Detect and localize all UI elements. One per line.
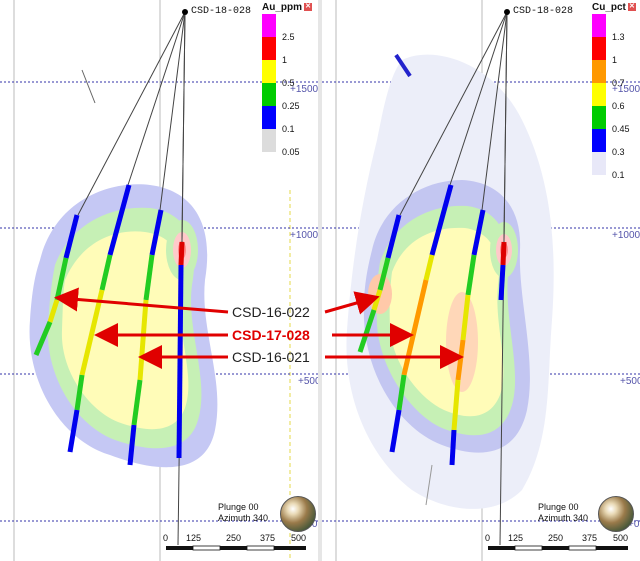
legend-swatch <box>592 14 606 37</box>
drill-hole-csd-18-028[interactable] <box>498 241 507 301</box>
orientation-globe-icon[interactable] <box>598 496 634 532</box>
legend-swatch <box>262 14 276 37</box>
elevation-label-500: +500 <box>298 376 318 387</box>
legend-swatch <box>262 37 276 60</box>
au-grade-shell <box>29 184 218 468</box>
view-orientation: Plunge 00 Azimuth 340 <box>218 502 268 524</box>
legend-value: 0.7 <box>612 78 625 88</box>
scale-tick-label: 250 <box>226 533 242 543</box>
collar-marker <box>182 9 188 15</box>
legend-swatch <box>592 83 606 106</box>
scale-bar-segments <box>166 545 306 551</box>
elevation-label-1000: +1000 <box>290 230 318 241</box>
legend-value: 0.5 <box>282 78 295 88</box>
callout-csd-16-021: CSD-16-021 <box>232 349 310 365</box>
scale-tick-label: 125 <box>508 533 524 543</box>
cu-legend[interactable]: Cu_pct ✕ 1.3 1 0.7 0.6 0.45 0.3 0.1 <box>592 2 640 180</box>
plunge-readout: Plunge 00 <box>218 502 259 512</box>
panel-divider <box>318 0 322 561</box>
legend-value: 0.45 <box>612 124 630 134</box>
legend-swatch <box>262 129 276 152</box>
orientation-globe-icon[interactable] <box>280 496 316 532</box>
scale-tick-label: 125 <box>186 533 202 543</box>
scale-tick-label: 500 <box>613 533 629 543</box>
legend-title: Cu_pct <box>592 2 626 13</box>
legend-value: 0.1 <box>612 170 625 180</box>
scale-tick-label: 500 <box>291 533 307 543</box>
legend-value: 2.5 <box>282 32 295 42</box>
collar-marker <box>504 9 510 15</box>
scale-tick-label: 0 <box>485 533 491 543</box>
elevation-label-1500: +1500 <box>612 84 640 95</box>
legend-close-icon[interactable]: ✕ <box>304 3 312 12</box>
legend-close-icon[interactable]: ✕ <box>627 3 636 12</box>
legend-value: 0.25 <box>282 101 300 111</box>
legend-swatch <box>592 129 606 152</box>
au-section-canvas[interactable] <box>0 0 318 561</box>
scale-tick-label: 0 <box>163 533 169 543</box>
legend-value: 1 <box>282 55 288 65</box>
legend-value: 0.1 <box>282 124 295 134</box>
scale-tick-label: 375 <box>582 533 598 543</box>
elevation-label-0: +0 <box>628 519 640 530</box>
legend-title: Au_ppm <box>262 2 302 13</box>
scale-bar: 0 125 250 375 500 <box>482 533 640 553</box>
cu-grade-shell <box>346 54 554 509</box>
legend-swatch <box>262 60 276 83</box>
elevation-label-1500: +1500 <box>290 84 318 95</box>
au-legend[interactable]: Au_ppm ✕ 2.5 1 0.5 0.25 0.1 0.05 <box>262 2 318 157</box>
view-orientation: Plunge 00 Azimuth 340 <box>538 502 588 524</box>
scale-tick-label: 250 <box>548 533 564 543</box>
drill-hole-csd-17-028[interactable] <box>389 184 454 453</box>
legend-swatch <box>592 152 606 175</box>
azimuth-readout: Azimuth 340 <box>538 513 589 523</box>
legend-value: 0.3 <box>612 147 625 157</box>
callout-csd-17-028: CSD-17-028 <box>232 327 310 343</box>
scale-tick-label: 375 <box>260 533 276 543</box>
legend-value: 0.6 <box>612 101 625 111</box>
legend-swatch <box>262 106 276 129</box>
legend-swatch <box>592 37 606 60</box>
legend-swatch <box>592 60 606 83</box>
hole-top-label: CSD-18-028 <box>513 6 574 17</box>
legend-swatch <box>262 83 276 106</box>
azimuth-readout: Azimuth 340 <box>218 513 269 523</box>
hole-top-label: CSD-18-028 <box>191 6 252 17</box>
callout-csd-16-022: CSD-16-022 <box>232 304 310 320</box>
scale-bar: 0 125 250 375 500 <box>160 533 318 553</box>
scale-bar-segments <box>488 545 628 551</box>
legend-value: 1.3 <box>612 32 625 42</box>
legend-value: 1 <box>612 55 618 65</box>
au-section-panel[interactable]: CSD-18-028 +1500 +1000 +500 +0 Au_ppm✕ 2… <box>0 0 318 561</box>
elevation-label-1000: +1000 <box>612 230 640 241</box>
cu-section-panel[interactable]: CSD-18-028 +1500 +1000 +500 +0 Cu_pct ✕ 1… <box>322 0 640 561</box>
plunge-readout: Plunge 00 <box>538 502 579 512</box>
legend-swatch <box>592 106 606 129</box>
legend-value: 0.05 <box>282 147 300 157</box>
drill-hole-csd-18-028[interactable] <box>176 241 185 459</box>
elevation-label-500: +500 <box>620 376 640 387</box>
